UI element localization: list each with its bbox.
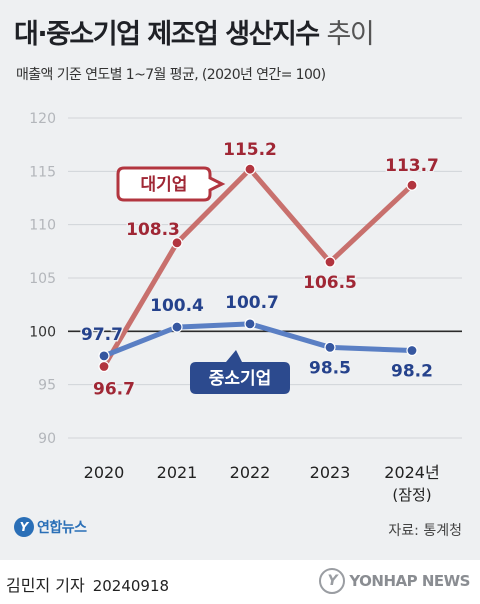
- sme-data-label: 97.7: [81, 325, 123, 345]
- y-tick-label: 100: [29, 324, 56, 340]
- yonhap-logo: Y 연합뉴스: [14, 517, 87, 537]
- footer: 김민지 기자 20240918 Y YONHAP NEWS: [0, 560, 480, 604]
- sme-data-label: 100.7: [225, 293, 279, 313]
- chart-card: 대·중소기업 제조업 생산지수 추이 매출액 기준 연도별 1~7월 평균, (…: [0, 0, 480, 560]
- large-firm-data-label: 115.2: [223, 140, 277, 160]
- large-firm-point: [324, 256, 336, 268]
- sme-point: [98, 350, 110, 362]
- sme-data-label: 100.4: [150, 296, 204, 316]
- large-firm-point: [406, 179, 418, 191]
- publish-date: 20240918: [92, 577, 170, 595]
- y-tick-label: 110: [29, 218, 56, 234]
- yonhap-news-watermark: Y YONHAP NEWS: [319, 568, 470, 594]
- x-tick-label: 2020: [84, 463, 125, 482]
- sme-series-tag: [190, 350, 290, 394]
- x-tick-label: 2023: [310, 463, 351, 482]
- sme-point: [244, 318, 256, 330]
- large-firm-point: [171, 237, 183, 249]
- title-light: 추이: [326, 19, 375, 50]
- y-tick-label: 105: [29, 271, 56, 287]
- yonhap-globe-icon: Y: [319, 568, 346, 594]
- large-firm-series-tag: [116, 166, 226, 202]
- sme-series-label: 중소기업: [209, 369, 272, 389]
- large-firm-series-label: 대기업: [141, 175, 188, 195]
- sme-point: [406, 344, 418, 357]
- yonhap-logo-text: 연합뉴스: [37, 520, 87, 536]
- y-tick-label: 120: [29, 111, 56, 127]
- x-tick-label: 2022: [230, 463, 271, 482]
- y-tick-label: 95: [38, 378, 56, 394]
- sme-data-label: 98.5: [309, 358, 351, 378]
- watermark-text: YONHAP NEWS: [349, 572, 470, 590]
- sme-data-label: 98.2: [391, 362, 433, 382]
- large-firm-point: [98, 360, 110, 373]
- large-firm-data-label: 108.3: [126, 220, 180, 240]
- yonhap-logo-icon: Y: [14, 517, 34, 537]
- x-tick-label: 2024년: [384, 463, 439, 482]
- title-main: 대·중소기업 제조업 생산지수: [14, 19, 320, 50]
- sme-point: [324, 341, 336, 353]
- large-firm-data-label: 113.7: [385, 156, 439, 176]
- large-firm-data-label: 106.5: [303, 273, 357, 293]
- large-firm-data-label: 96.7: [93, 380, 135, 400]
- sme-point: [171, 321, 183, 333]
- reporter-byline: 김민지 기자 20240918: [6, 572, 169, 596]
- reporter-name: 김민지 기자: [6, 576, 85, 595]
- line-chart: 90 95 100 105 110 115 120 2020 2021 2022 2023 2024년…: [29, 111, 462, 504]
- y-tick-label: 115: [29, 164, 56, 180]
- large-firm-point: [244, 163, 256, 175]
- x-tick-label: 2021: [157, 463, 198, 482]
- chart-subtitle: 매출액 기준 연도별 1~7월 평균, (2020년 연간= 100): [16, 67, 326, 83]
- sme-series-line: [101, 321, 415, 359]
- x-tick-sublabel: (잠정): [392, 486, 431, 504]
- y-tick-label: 90: [38, 431, 56, 447]
- source-note: 자료: 통계청: [388, 523, 462, 539]
- chart-title: 대·중소기업 제조업 생산지수 추이: [14, 12, 375, 51]
